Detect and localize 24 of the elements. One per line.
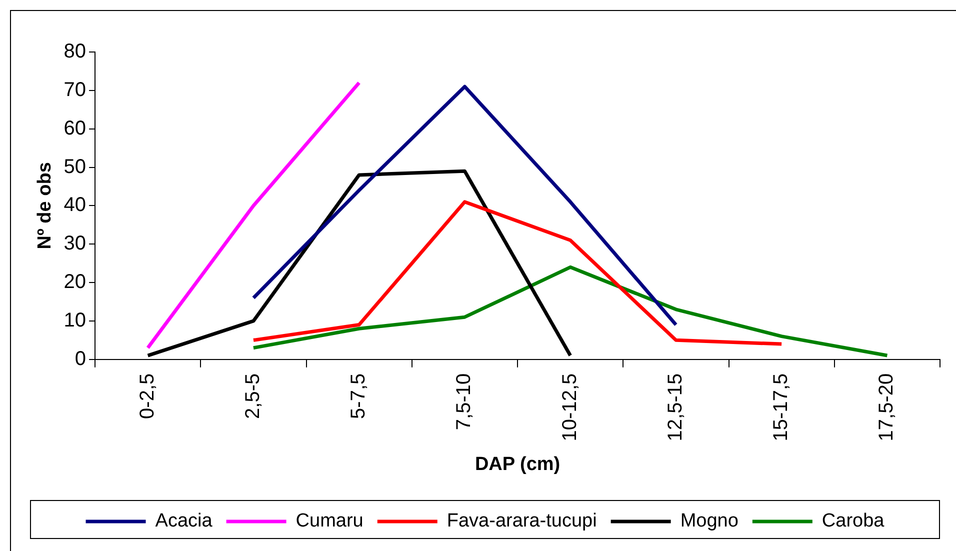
y-tick-label: 80 — [64, 40, 86, 63]
x-tick-label: 17,5-20 — [876, 373, 898, 442]
x-tick-label: 5-7,5 — [348, 373, 370, 419]
y-tick-label: 10 — [64, 309, 86, 332]
legend-label: Cumaru — [296, 510, 364, 532]
y-tick-label: 60 — [64, 117, 86, 140]
y-tick-label: 30 — [64, 232, 86, 255]
x-tick-label: 15-17,5 — [770, 373, 792, 442]
x-tick-label: 10-12,5 — [558, 373, 581, 442]
legend-label: Fava-arara-tucupi — [446, 510, 597, 532]
y-tick-label: 20 — [64, 271, 86, 294]
legend-label: Caroba — [822, 510, 885, 532]
x-tick-label: 2,5-5 — [242, 373, 264, 419]
legend-label: Mogno — [680, 510, 738, 532]
x-tick-label: 7,5-10 — [453, 373, 476, 430]
y-axis-title: Nº de obs — [34, 162, 56, 250]
y-tick-label: 40 — [64, 194, 86, 216]
y-tick-label: 70 — [64, 78, 86, 101]
x-tick-label: 12,5-15 — [664, 373, 686, 442]
legend-label: Acacia — [155, 510, 213, 532]
x-axis-title: DAP (cm) — [474, 454, 560, 475]
y-tick-label: 50 — [64, 156, 86, 178]
x-tick-label: 0-2,5 — [136, 373, 158, 419]
y-tick-label: 0 — [74, 348, 86, 370]
